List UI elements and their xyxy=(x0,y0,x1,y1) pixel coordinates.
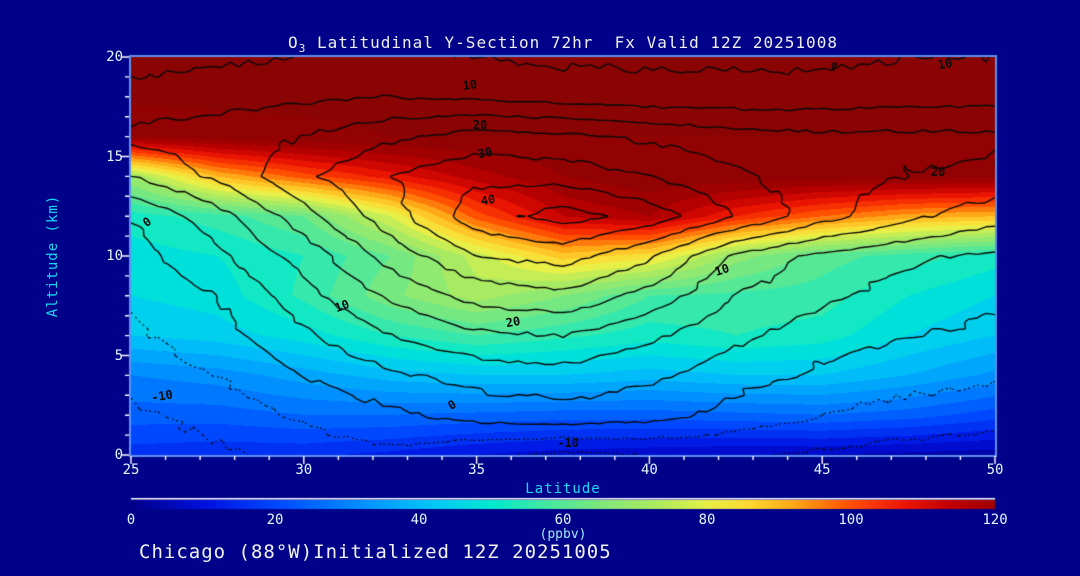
x-tick-label: 40 xyxy=(640,462,658,478)
colorbar-tick-label: 80 xyxy=(698,512,716,528)
contour-line-label: 40 xyxy=(479,191,497,209)
x-tick-label: 25 xyxy=(122,462,140,478)
chart-title: O3 Latitudinal Y-Section 72hr Fx Valid 1… xyxy=(131,33,995,55)
y-tick-label: 5 xyxy=(114,347,123,364)
contour-line-label: 10 xyxy=(936,56,954,73)
contour-line-label: 30 xyxy=(476,144,494,162)
colorbar-tick-label: 60 xyxy=(554,512,572,528)
y-tick-label: 20 xyxy=(106,49,123,65)
y-tick-label: 10 xyxy=(106,248,123,264)
footer-run-info: Chicago (88°W)Initialized 12Z 20251005 xyxy=(139,541,612,563)
y-tick-label: 0 xyxy=(114,447,123,463)
chart-title-text: Latitudinal Y-Section 72hr Fx Valid 12Z … xyxy=(306,33,838,52)
colorbar-tick-label: 20 xyxy=(266,512,284,528)
colorbar-tick-label: 100 xyxy=(838,512,864,528)
x-tick-label: 45 xyxy=(813,462,831,478)
x-tick-label: 30 xyxy=(295,462,313,478)
colorbar-tick-label: 0 xyxy=(126,512,136,528)
contour-line-label: 10 xyxy=(461,76,478,93)
colorbar-tick-label: 40 xyxy=(410,512,428,528)
contour-line-label: 20 xyxy=(472,118,488,133)
contour-line-label: -10 xyxy=(557,436,580,451)
colorbar-tick-label: 120 xyxy=(982,512,1008,528)
x-tick-label: 35 xyxy=(468,462,486,478)
x-axis-label: Latitude xyxy=(525,481,601,497)
y-axis-label: Altitude (km) xyxy=(45,194,61,318)
y-tick-label: 15 xyxy=(106,148,123,165)
contour-line-label: 20 xyxy=(504,313,522,331)
chart-title-species: O xyxy=(288,33,299,52)
colorbar-unit-label: (ppbv) xyxy=(539,527,587,542)
contour-line-label: 20 xyxy=(930,165,946,180)
x-tick-label: 50 xyxy=(986,462,1004,478)
chart-title-species-subscript: 3 xyxy=(298,42,307,56)
